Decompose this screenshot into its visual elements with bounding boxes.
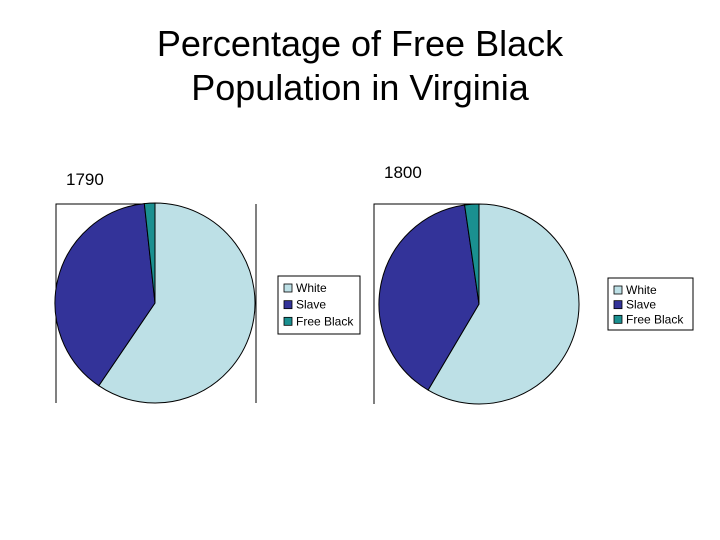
pie-slice-white-1790 [98,202,256,404]
year-label-1790: 1790 [66,170,104,189]
pie-slice-slave-1790 [54,203,156,387]
legend-swatch-white-1800 [613,285,623,295]
legend-swatch-white-1790 [283,283,293,293]
pie-slice-slave-1800 [378,204,480,391]
legend-label-white-1800: White [626,283,657,297]
title-line-2: Population in Virginia [191,67,529,108]
legend-swatch-free-black-1800 [613,314,623,324]
title-line-1: Percentage of Free Black [156,23,564,64]
legend-swatch-free-black-1790 [283,316,293,326]
legend-label-slave-1790: Slave [296,298,326,312]
legend-label-free-black-1790: Free Black [296,314,354,328]
pie-slice-white-1800 [427,203,580,405]
plot-frame-1790 [55,203,156,403]
plot-frame-1800 [373,203,479,404]
legend-label-slave-1800: Slave [626,298,656,312]
legend-swatch-slave-1800 [613,300,623,310]
legend-swatch-slave-1790 [283,300,293,310]
pie-slice-free-black-1790 [143,202,156,304]
slide-title: Percentage of Free Black Population in V… [0,22,720,110]
year-label-1800: 1800 [384,163,422,182]
pie-slice-free-black-1800 [464,203,480,305]
legend-label-white-1790: White [296,281,327,295]
legend-label-free-black-1800: Free Black [626,312,684,326]
